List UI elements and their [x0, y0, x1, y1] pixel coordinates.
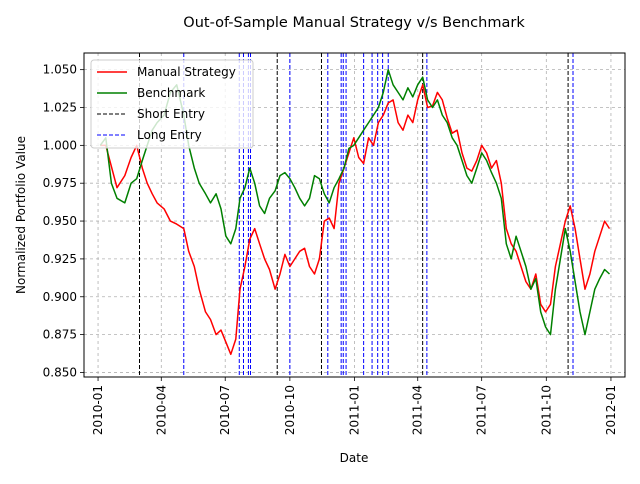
x-tick-label: 2011-01: [348, 385, 362, 435]
x-tick-label: 2010-10: [283, 385, 297, 435]
legend-manual-strategy-label: Manual Strategy: [137, 65, 236, 79]
y-axis: 0.850 0.875 0.900 0.925 0.950 0.975 1.000 1.025…: [43, 63, 84, 379]
y-tick-label: 0.975: [43, 176, 77, 190]
x-tick-label: 2010-01: [91, 385, 105, 435]
benchmark-line: [99, 68, 611, 336]
x-tick-label: 2011-10: [539, 385, 553, 435]
y-tick-label: 1.000: [43, 138, 77, 152]
y-tick-label: 0.900: [43, 290, 77, 304]
x-tick-label: 2012-01: [604, 385, 618, 435]
y-tick-label: 0.950: [43, 214, 77, 228]
x-tick-label: 2010-07: [218, 385, 232, 435]
x-axis: 2010-01 2010-04 2010-07 2010-10 2011-01 2011-…: [91, 377, 618, 435]
legend-short-entry-label: Short Entry: [137, 107, 205, 121]
series-lines: [99, 68, 611, 356]
y-tick-label: 1.025: [43, 101, 77, 115]
x-tick-label: 2011-07: [475, 385, 489, 435]
y-tick-label: 0.875: [43, 328, 77, 342]
y-tick-label: 1.050: [43, 63, 77, 77]
legend: Manual Strategy Benchmark Short Entry Long …: [90, 59, 254, 149]
legend-benchmark-label: Benchmark: [137, 86, 205, 100]
x-axis-title: Date: [340, 451, 369, 465]
legend-box: [90, 59, 254, 149]
chart-title: Out-of-Sample Manual Strategy v/s Benchm…: [183, 15, 525, 31]
x-tick-label: 2010-04: [154, 385, 168, 435]
y-axis-title: Normalized Portfolio Value: [14, 136, 28, 294]
x-tick-label: 2011-04: [411, 385, 425, 435]
y-tick-label: 0.850: [43, 365, 77, 379]
legend-long-entry-label: Long Entry: [137, 128, 202, 142]
y-tick-label: 0.925: [43, 252, 77, 266]
manual-strategy-line: [100, 84, 611, 356]
